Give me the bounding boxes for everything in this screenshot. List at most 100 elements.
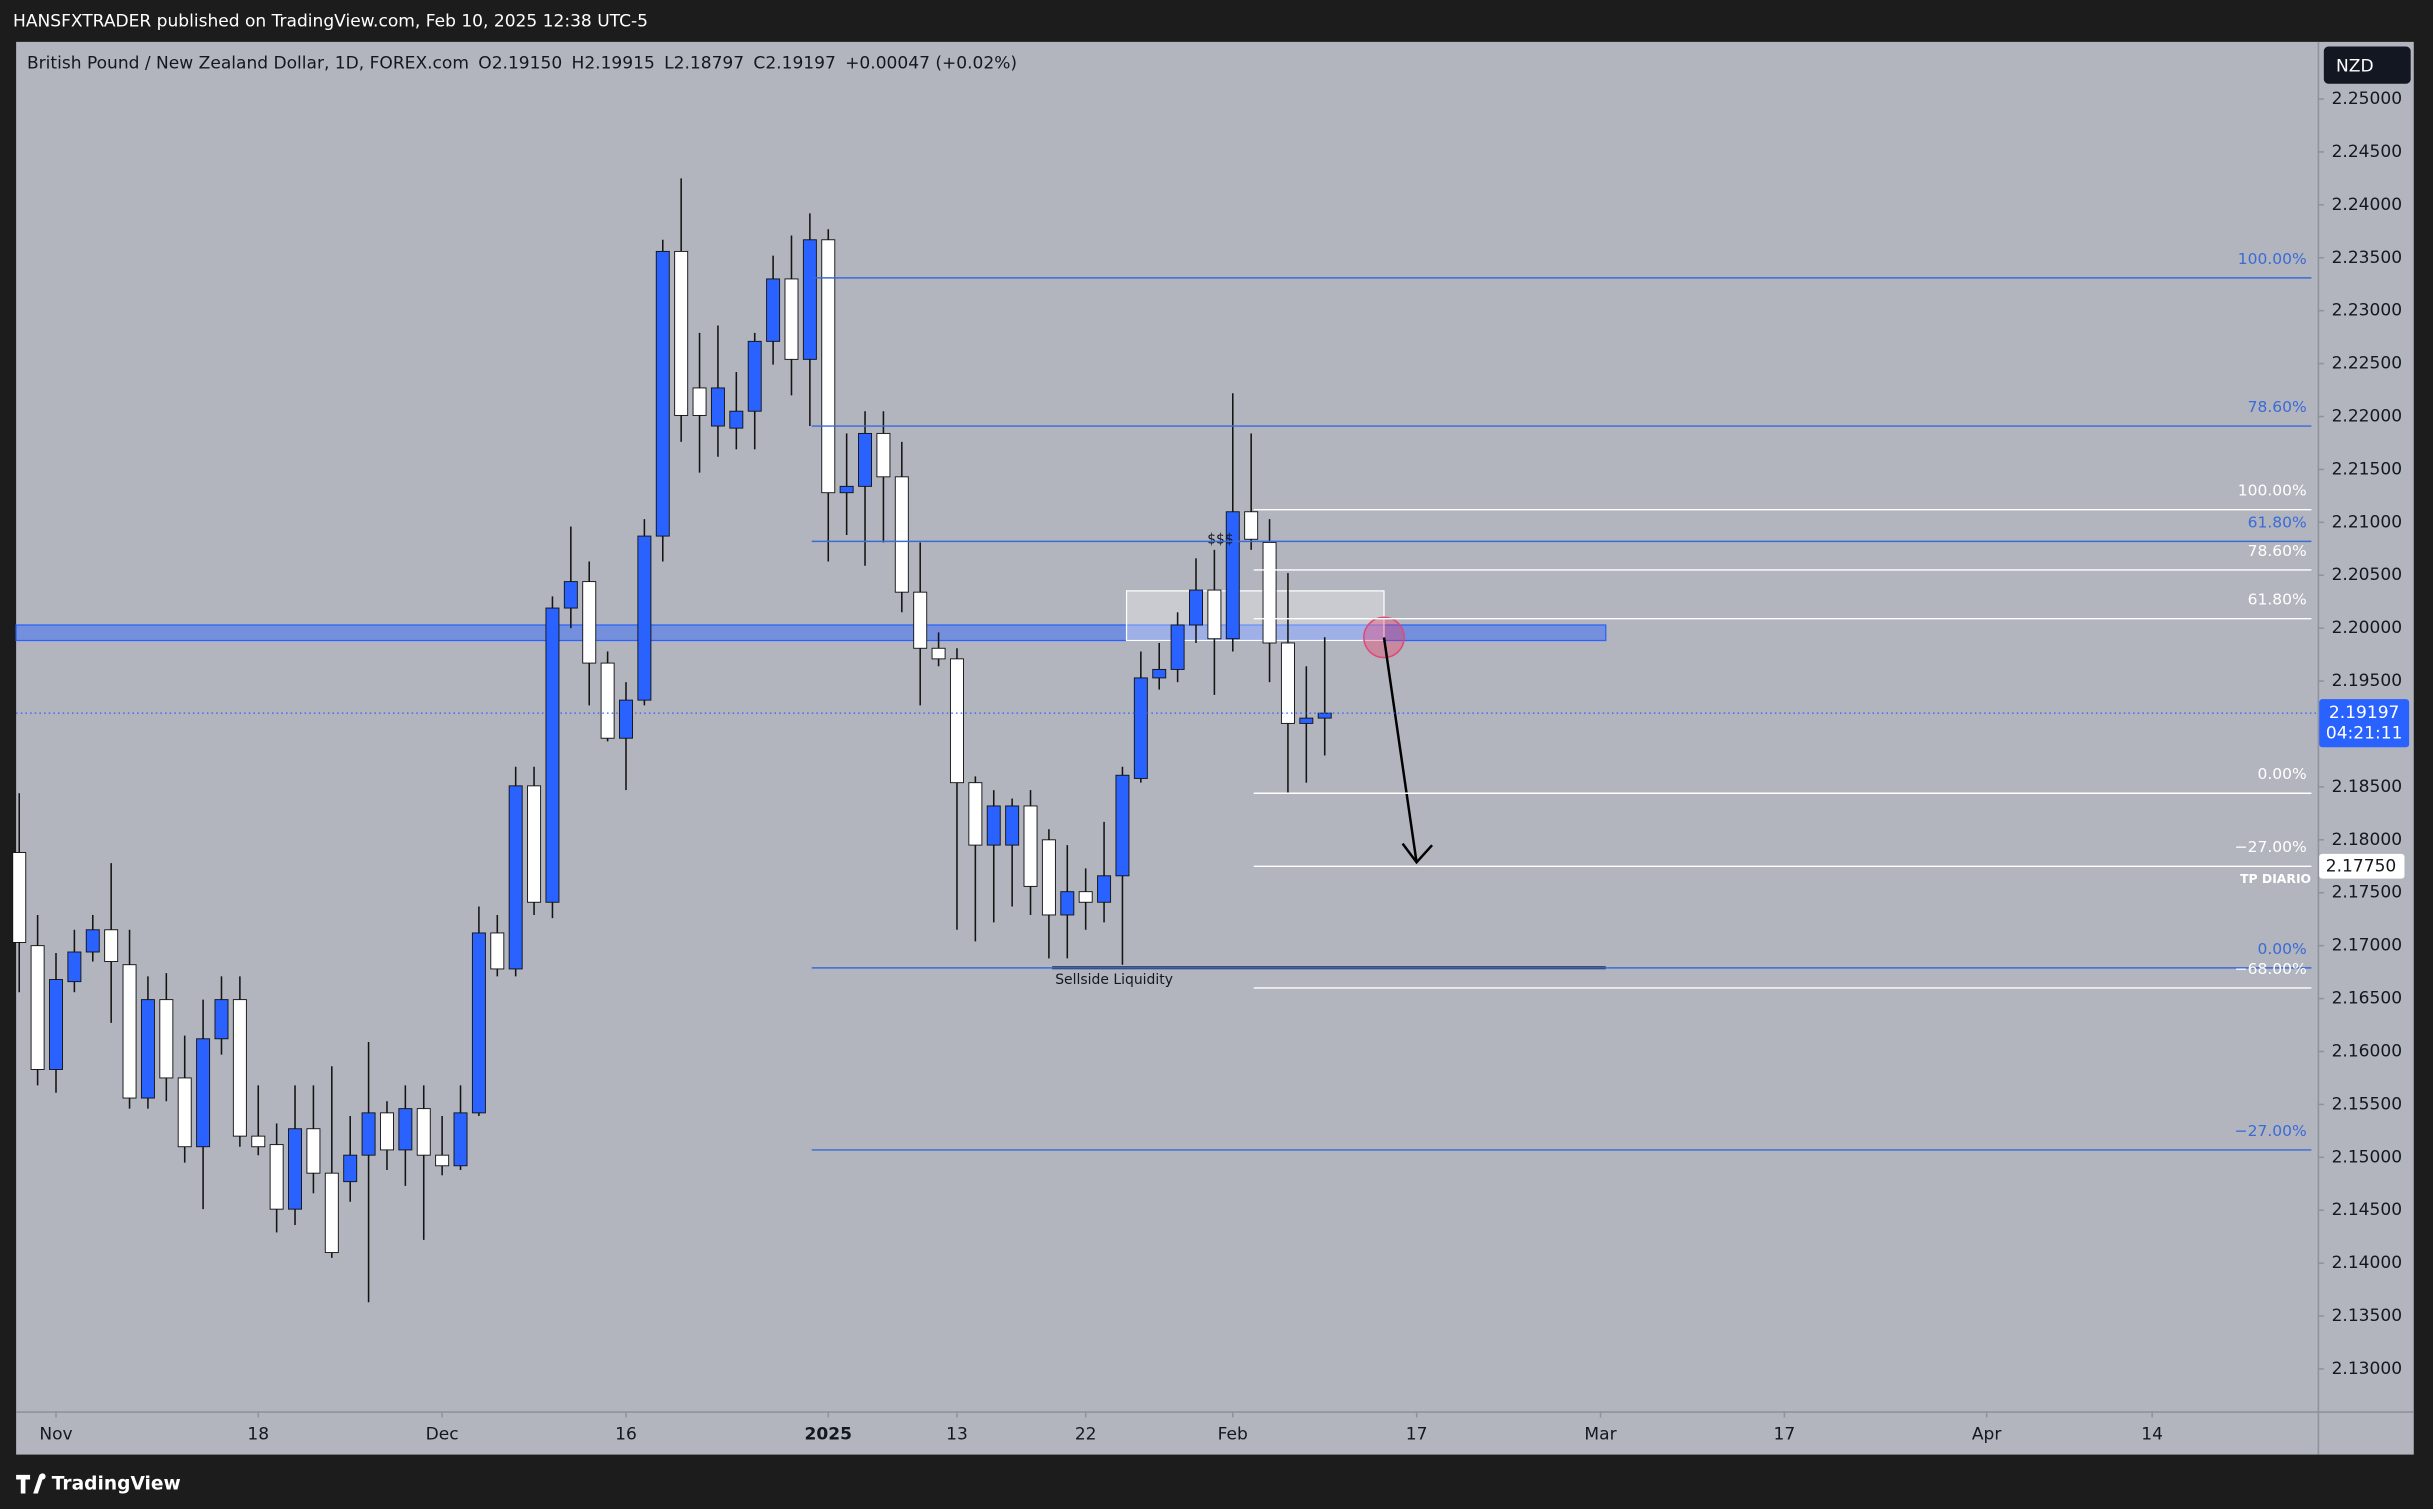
y-tick-label: 2.24500 — [2332, 142, 2403, 162]
candle-body — [1225, 511, 1240, 640]
fib-label: 0.00% — [2258, 765, 2307, 783]
legend: British Pound / New Zealand Dollar, 1D, … — [27, 54, 1017, 74]
candle-body — [324, 1172, 339, 1254]
candle-body — [196, 1038, 211, 1148]
y-tick-label: 2.14000 — [2332, 1253, 2403, 1273]
y-tick-label: 2.20500 — [2332, 565, 2403, 585]
candle-body — [637, 535, 652, 701]
candle-body — [159, 999, 174, 1079]
y-tick-label: 2.18500 — [2332, 777, 2403, 797]
candle-body — [968, 782, 983, 846]
x-tick-label: Mar — [1584, 1425, 1617, 1445]
x-tick-label: 17 — [1406, 1425, 1428, 1445]
candle-body — [913, 591, 928, 649]
candle-body — [379, 1112, 394, 1151]
candle-body — [986, 805, 1001, 846]
candle-body — [1317, 712, 1332, 719]
fib-label: −68.00% — [2235, 960, 2307, 978]
candle-body — [802, 239, 817, 360]
candle-body — [729, 410, 744, 429]
candle-body — [619, 699, 633, 739]
legend-value: O2.19150 — [478, 54, 562, 74]
candle-body — [1060, 891, 1075, 916]
candle-body — [453, 1112, 468, 1167]
candle-body — [582, 581, 597, 664]
candle-body — [1133, 677, 1148, 779]
x-tick-label: 22 — [1075, 1425, 1097, 1445]
y-tick-label: 2.13500 — [2332, 1306, 2403, 1326]
candle-body — [288, 1128, 303, 1210]
sellside-label: Sellside Liquidity — [1055, 972, 1173, 988]
liquidity-label: $$$ — [1207, 532, 1234, 548]
x-tick-label: Feb — [1218, 1425, 1248, 1445]
x-tick-label: 2025 — [805, 1425, 852, 1445]
brand: TradingView — [52, 1474, 181, 1495]
y-tick-label: 2.22000 — [2332, 407, 2403, 427]
price-tag — [2319, 699, 2410, 748]
x-tick-label: 14 — [2141, 1425, 2163, 1445]
y-tick-label: 2.22500 — [2332, 354, 2403, 374]
candle-body — [674, 250, 689, 416]
y-tick-label: 2.24000 — [2332, 195, 2403, 215]
candle-body — [1152, 668, 1167, 679]
logo — [16, 1473, 46, 1494]
candle-body — [1262, 541, 1277, 644]
candle-body — [894, 476, 909, 593]
candle-body — [1005, 805, 1020, 846]
candle-body — [747, 340, 762, 412]
candle-body — [12, 852, 27, 943]
candle-body — [949, 658, 964, 784]
tp-tag — [2319, 853, 2405, 879]
countdown: 04:21:11 — [2326, 723, 2403, 743]
candle-body — [508, 785, 523, 970]
overlay: Sellside Liquidity $$$ TP DIARIO 100.00%… — [16, 250, 2318, 1151]
candle-body — [600, 662, 615, 739]
currency: NZD — [2336, 57, 2374, 77]
candle-body — [710, 387, 725, 427]
candle-body — [563, 581, 578, 609]
currency-button[interactable] — [2323, 46, 2411, 84]
candles — [12, 178, 1332, 1303]
fib-label: 100.00% — [2238, 482, 2307, 500]
chart-background — [16, 41, 2414, 1455]
y-tick-label: 2.23500 — [2332, 248, 2403, 268]
candle-body — [876, 432, 891, 478]
y-tick-label: 2.19500 — [2332, 671, 2403, 691]
y-tick-label: 2.23000 — [2332, 301, 2403, 321]
fib-label: 61.80% — [2248, 513, 2307, 531]
y-tick-label: 2.25000 — [2332, 89, 2403, 109]
order-block — [1125, 590, 1385, 642]
y-tick-label: 2.17000 — [2332, 936, 2403, 956]
fib-label: −27.00% — [2235, 1122, 2307, 1140]
candle-body — [398, 1108, 413, 1151]
candle-body — [30, 945, 45, 1070]
legend-title: British Pound / New Zealand Dollar, 1D, … — [27, 54, 469, 74]
tp-note: TP DIARIO — [2240, 871, 2311, 886]
candle-body — [1023, 805, 1038, 887]
candle-body — [85, 929, 100, 953]
candle-body — [1115, 774, 1130, 877]
y-tick-label: 2.17500 — [2332, 883, 2403, 903]
x-tick-label: Apr — [1972, 1425, 2002, 1445]
candle-body — [104, 929, 119, 962]
legend-value: +0.00047 (+0.02%) — [845, 54, 1017, 74]
fib-label: 61.80% — [2248, 591, 2307, 609]
arrow — [1382, 637, 1418, 863]
y-tick-label: 2.20000 — [2332, 618, 2403, 638]
y-tick-label: 2.14500 — [2332, 1200, 2403, 1220]
x-tick-label: 18 — [247, 1425, 269, 1445]
fib-label: 0.00% — [2258, 940, 2307, 958]
y-tick-label: 2.18000 — [2332, 830, 2403, 850]
candle-body — [839, 485, 854, 494]
fib-label: 78.60% — [2248, 398, 2307, 416]
y-tick-label: 2.16000 — [2332, 1041, 2403, 1061]
candle-body — [67, 951, 82, 983]
candle-body — [49, 979, 63, 1070]
candle-body — [527, 785, 542, 903]
fib-label: 100.00% — [2238, 250, 2307, 268]
y-tick-label: 2.15500 — [2332, 1094, 2403, 1114]
candle-body — [655, 250, 670, 537]
x-tick-label: Nov — [39, 1425, 72, 1445]
